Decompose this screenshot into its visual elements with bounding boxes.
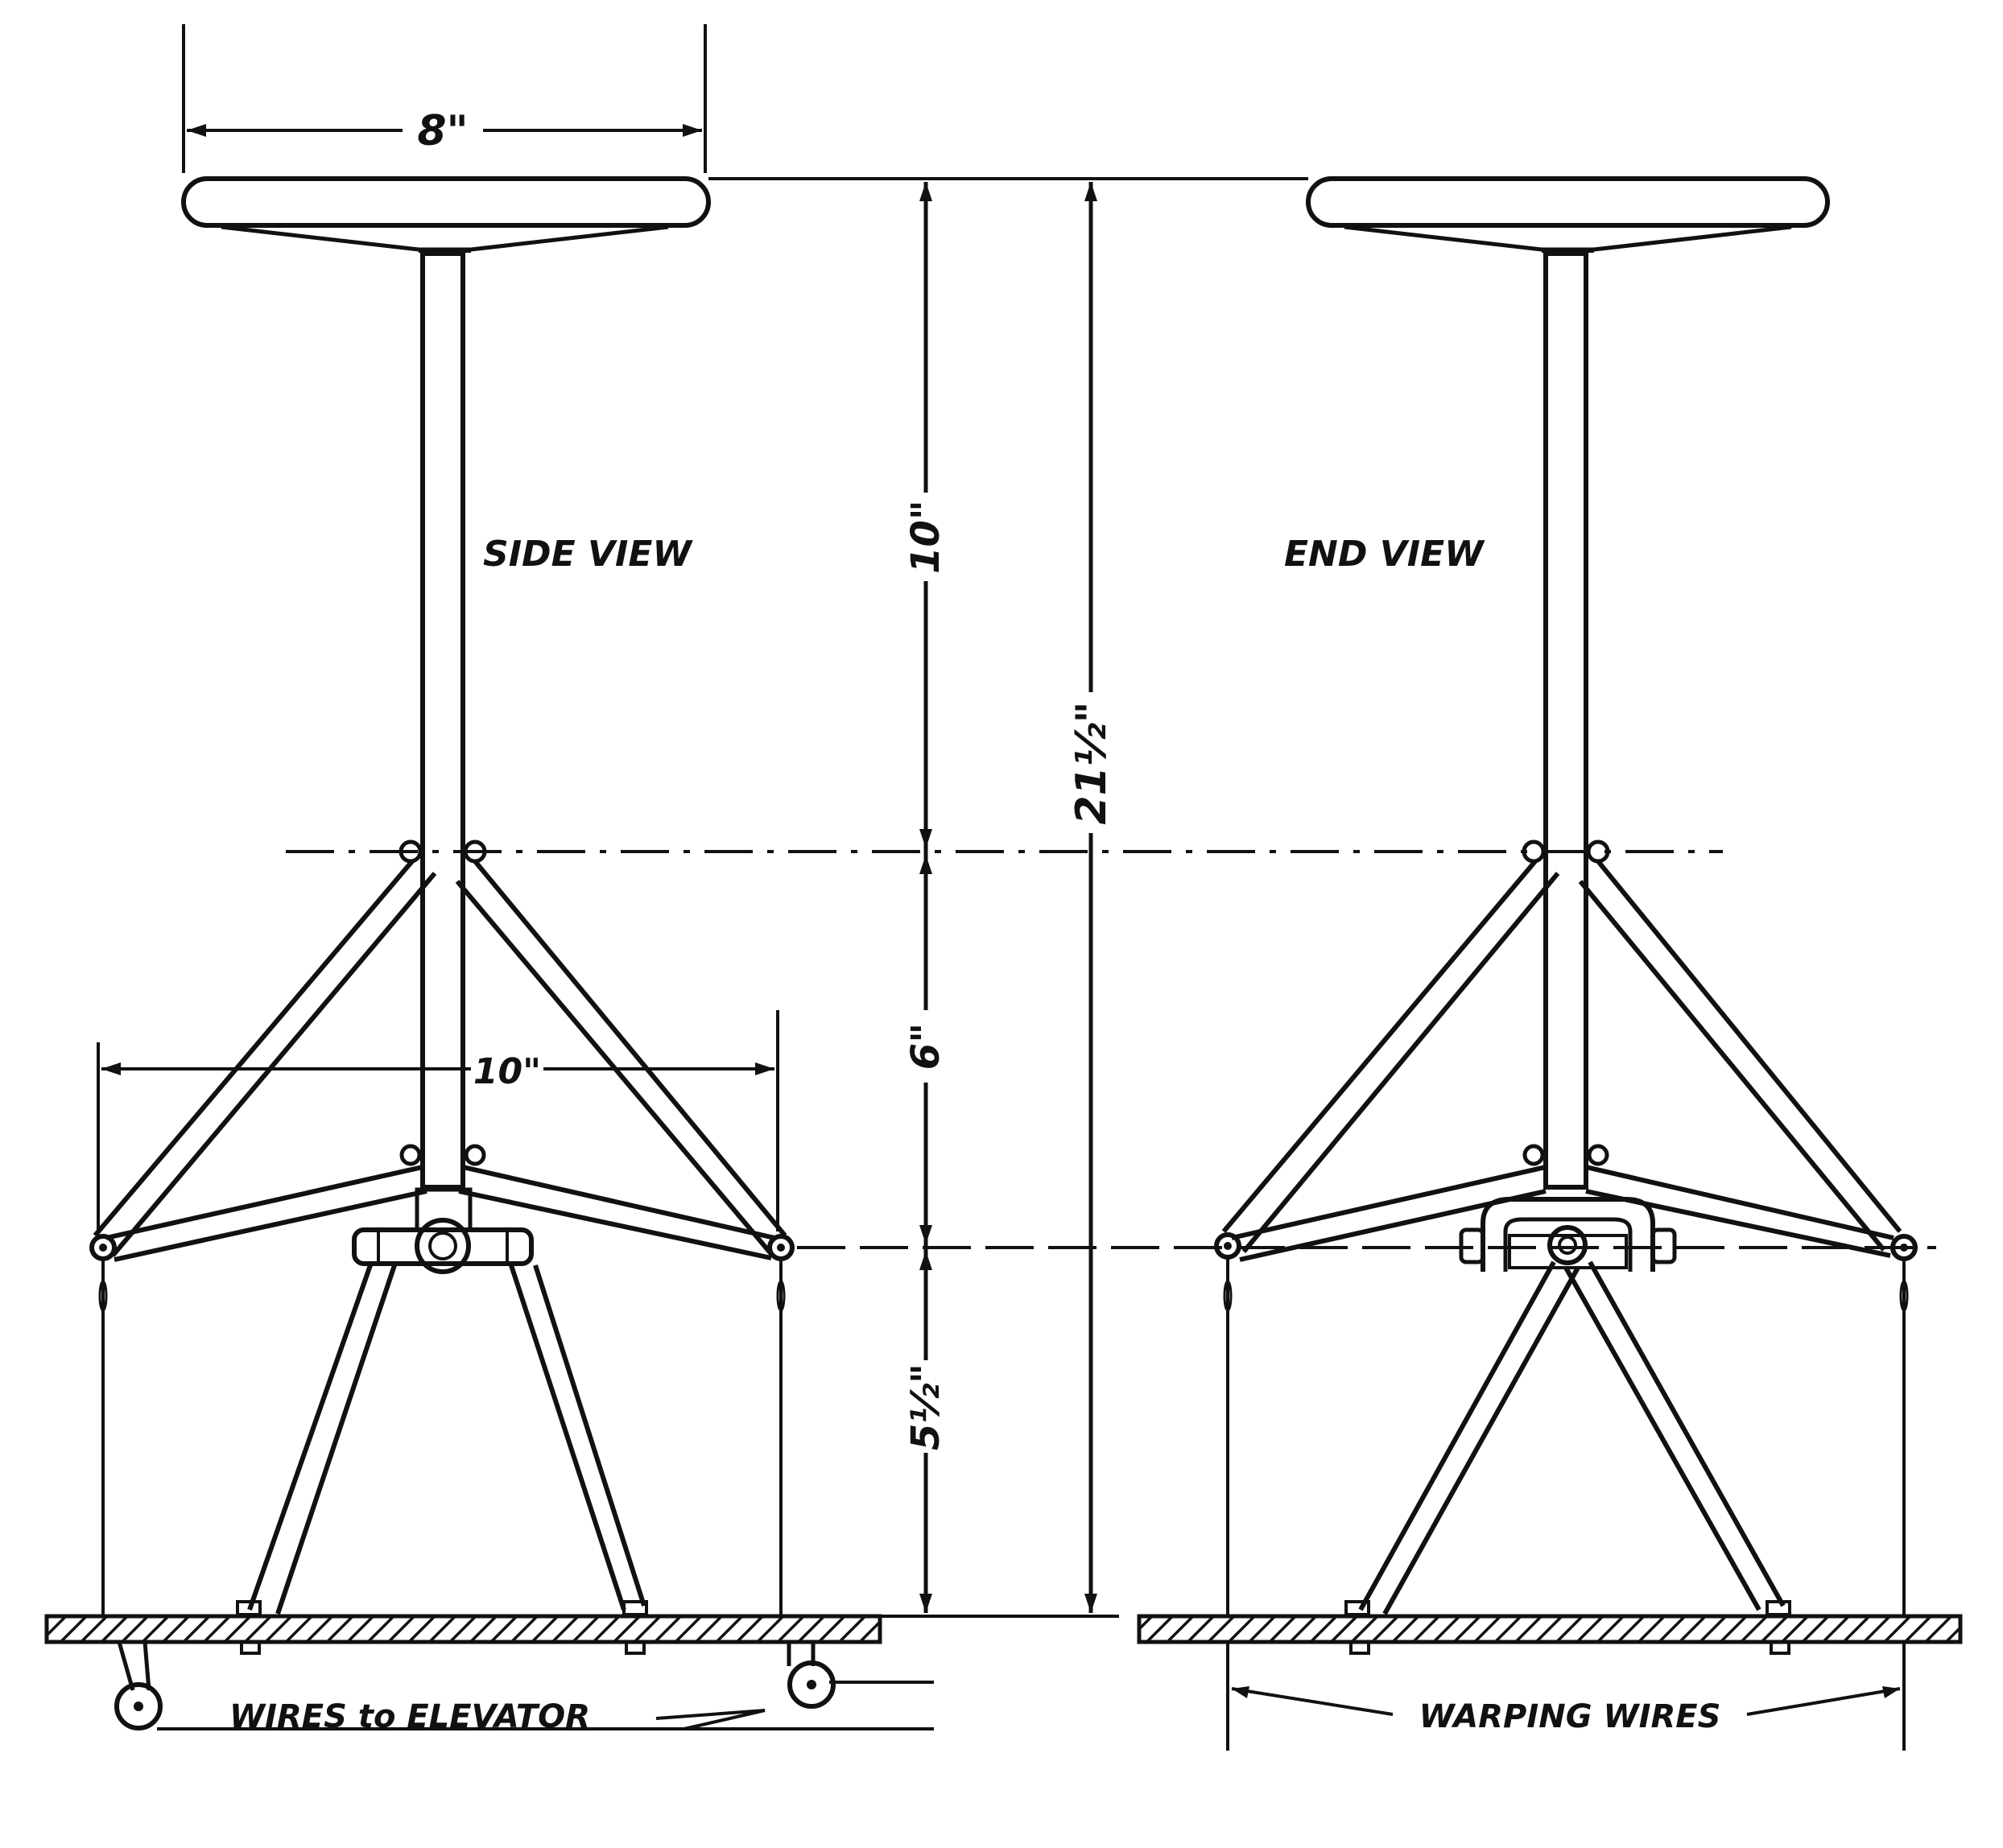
end-bearing-axle — [1547, 1225, 1588, 1265]
side-wheel — [181, 176, 711, 228]
side-column — [420, 251, 465, 1190]
upper-height-label: 10" — [903, 500, 948, 574]
side-bearing-axle — [415, 1218, 471, 1274]
end-leg-right — [1563, 1260, 1786, 1611]
side-strut-left — [93, 860, 437, 1257]
end-leg-left — [1358, 1260, 1580, 1615]
end-column — [1543, 251, 1588, 1190]
side-bearing — [352, 1227, 534, 1266]
end-view — [1137, 176, 1963, 1751]
total-height-label: 21½" — [1068, 701, 1116, 824]
warping-wires-label: WARPING WIRES — [1419, 1698, 1721, 1735]
wheel-diameter-label: 8" — [417, 107, 468, 155]
side-floor — [44, 1614, 882, 1644]
end-floor — [1137, 1614, 1963, 1644]
side-wheel-hub — [221, 225, 669, 252]
end-yoke — [1481, 1197, 1655, 1272]
height-dimensions — [286, 177, 1936, 1618]
side-pulley-left — [114, 1682, 163, 1730]
side-view-label: SIDE VIEW — [483, 534, 693, 575]
end-view-label: END VIEW — [1284, 534, 1485, 575]
elevator-wires — [157, 1681, 934, 1730]
warping-wires-line — [1231, 1687, 1901, 1716]
side-view — [44, 24, 934, 1730]
end-wheel — [1306, 176, 1830, 228]
side-leg-right — [509, 1264, 646, 1611]
middle-height-label: 6" — [903, 1023, 948, 1070]
base-width-label: 10" — [473, 1051, 541, 1092]
lower-height-label: 5½" — [903, 1363, 948, 1450]
side-pulley-right — [787, 1660, 836, 1709]
elevator-wires-label: WIRES to ELEVATOR — [229, 1698, 590, 1735]
side-leg-left — [247, 1264, 397, 1615]
